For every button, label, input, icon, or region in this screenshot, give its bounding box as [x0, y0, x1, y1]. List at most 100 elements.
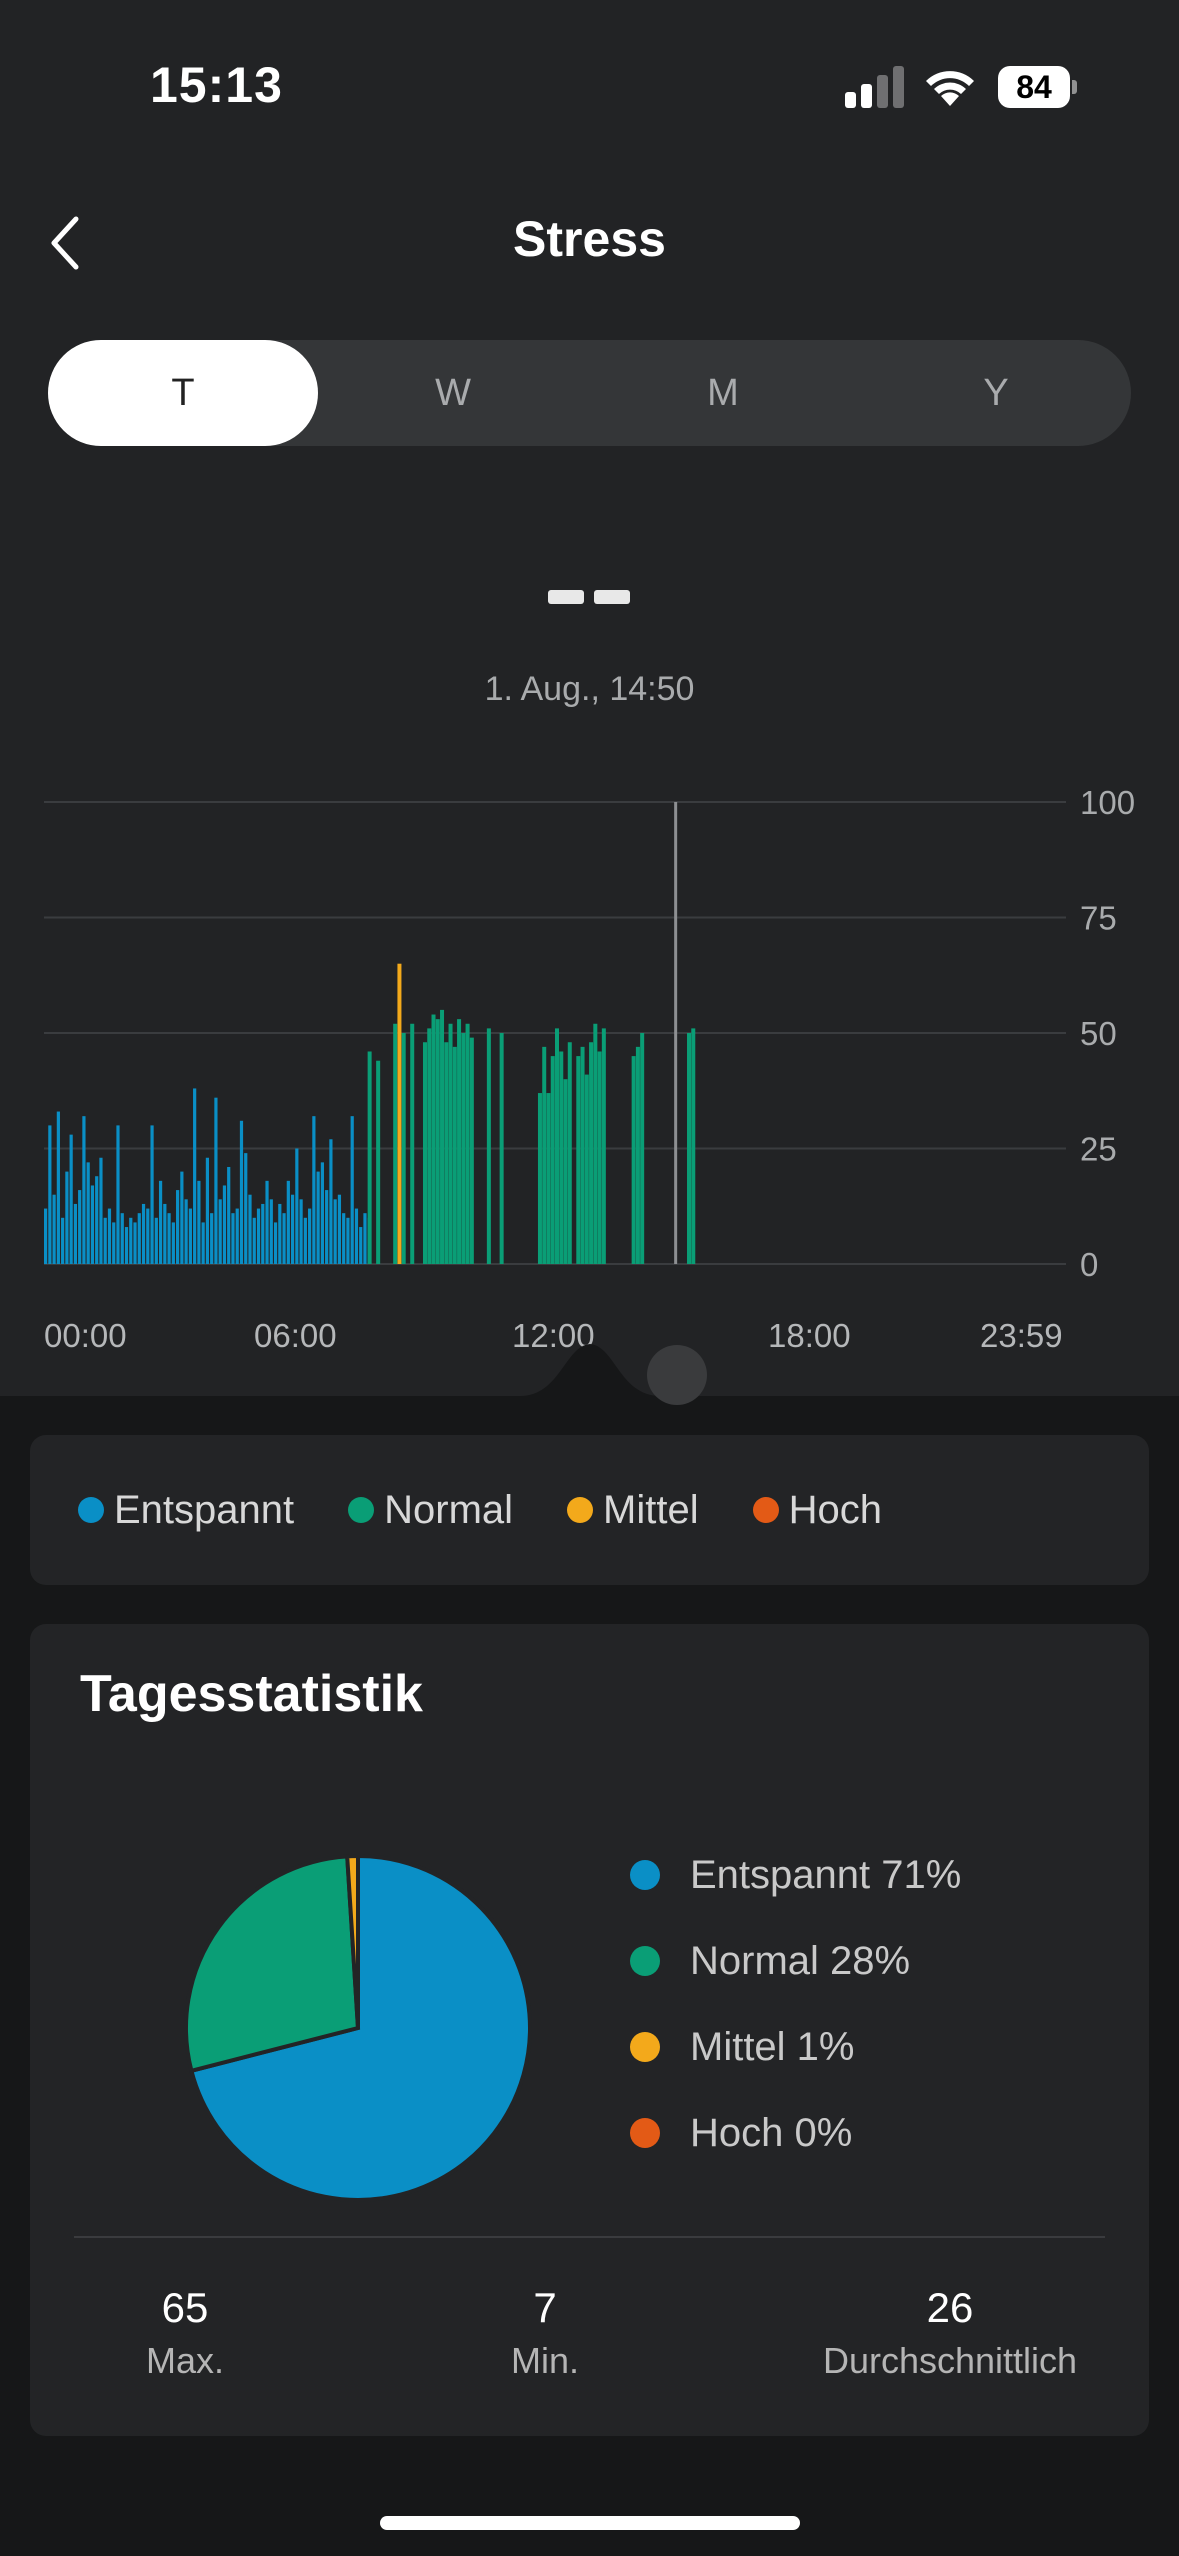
x-tick-label: 18:00	[768, 1317, 851, 1354]
tab-month[interactable]: M	[707, 372, 739, 414]
y-tick-label: 50	[1080, 1015, 1117, 1052]
stress-bar	[137, 1213, 141, 1264]
battery-level: 84	[998, 66, 1070, 108]
stress-bar	[542, 1046, 547, 1264]
stress-bar	[546, 1093, 551, 1264]
stress-bar	[469, 1037, 474, 1264]
legend-card: Entspannt Normal Mittel Hoch	[30, 1435, 1149, 1585]
stat-average: 26 Durchschnittlich	[822, 2284, 1078, 2381]
stress-bar	[235, 1208, 239, 1264]
stress-bar	[320, 1162, 324, 1264]
stress-bar	[171, 1222, 175, 1264]
dot-icon	[752, 1497, 779, 1523]
y-tick-label: 0	[1080, 1246, 1098, 1283]
dot-icon	[348, 1497, 375, 1523]
stress-bar	[193, 1088, 197, 1264]
stress-bar	[86, 1162, 90, 1264]
stress-bar	[56, 1111, 60, 1264]
stress-bar	[141, 1203, 146, 1264]
stress-bar	[576, 1056, 581, 1264]
stress-bar	[286, 1180, 290, 1264]
stress-bar	[350, 1116, 354, 1264]
back-button[interactable]	[40, 208, 90, 278]
chevron-left-icon	[51, 216, 79, 270]
stress-bar	[278, 1203, 282, 1264]
stress-bar	[601, 1028, 606, 1264]
stress-bar	[205, 1157, 210, 1264]
stress-bar	[461, 1033, 466, 1264]
stress-bar	[252, 1217, 256, 1264]
tab-day[interactable]: T	[48, 340, 318, 446]
stress-bar	[282, 1213, 286, 1264]
stress-bar	[444, 1042, 449, 1264]
stress-bar	[231, 1213, 235, 1264]
stress-bar	[248, 1194, 252, 1264]
stress-bar	[359, 1227, 363, 1264]
stress-bar	[367, 1051, 372, 1264]
stress-bar	[687, 1033, 692, 1264]
stress-bar	[201, 1222, 205, 1264]
stress-bar	[308, 1208, 312, 1264]
stat-min: 7 Min.	[510, 2284, 579, 2381]
stress-bar	[103, 1217, 107, 1264]
stress-bar	[555, 1028, 559, 1264]
stress-bar	[214, 1097, 218, 1264]
dot-icon	[630, 1860, 660, 1890]
current-stress-value	[548, 590, 630, 604]
stress-bar	[69, 1134, 73, 1264]
stress-bar	[397, 963, 402, 1264]
x-tick-label: 06:00	[254, 1317, 337, 1354]
stress-bar	[129, 1217, 133, 1264]
stress-bar	[691, 1028, 696, 1264]
stress-bar	[124, 1227, 129, 1264]
stress-bar	[431, 1014, 436, 1264]
stress-bar	[457, 1019, 462, 1264]
stats-title: Tagesstatistik	[80, 1665, 423, 1723]
dot-icon	[630, 1946, 660, 1976]
stress-bar	[440, 1009, 445, 1264]
stress-bar	[222, 1185, 227, 1264]
stress-bar	[167, 1213, 171, 1264]
stress-bar	[90, 1185, 95, 1264]
stress-bar	[410, 1023, 415, 1264]
tab-year[interactable]: Y	[983, 372, 1009, 414]
stress-bar	[146, 1208, 150, 1264]
stress-bar	[197, 1180, 201, 1264]
pie-legend: Entspannt 71% Normal 28% Mittel 1% Hoch …	[630, 1832, 961, 2176]
stress-bar	[180, 1171, 184, 1264]
wifi-icon	[926, 71, 974, 106]
stress-bar	[158, 1180, 163, 1264]
drawer-handle[interactable]	[0, 1330, 1179, 1410]
stress-pie-chart	[184, 1853, 532, 2202]
stress-bar	[631, 1056, 636, 1264]
dot-icon	[630, 2032, 660, 2062]
stress-bar	[48, 1125, 52, 1264]
stress-bar	[448, 1023, 453, 1264]
stress-bar	[163, 1203, 167, 1264]
pie-legend-mittel: Mittel 1%	[630, 2004, 961, 2090]
stress-bar	[401, 1033, 406, 1264]
stress-bar	[265, 1180, 269, 1264]
stress-bar	[99, 1157, 103, 1264]
legend-item-normal: Normal	[348, 1488, 513, 1533]
tab-week[interactable]: W	[435, 372, 471, 414]
stress-bar	[580, 1046, 585, 1264]
stress-bar	[303, 1217, 307, 1264]
stress-bar	[120, 1213, 124, 1264]
legend-item-entspannt: Entspannt	[78, 1488, 294, 1533]
stress-bar	[333, 1199, 337, 1264]
stress-bar	[363, 1213, 367, 1264]
drawer-handle-knob	[647, 1345, 707, 1405]
stress-bar	[499, 1033, 504, 1264]
pie-slice-mittel	[345, 1853, 360, 2029]
stress-bar	[133, 1222, 137, 1264]
stress-bar	[589, 1042, 594, 1264]
pie-legend-hoch: Hoch 0%	[630, 2090, 961, 2176]
stress-bar	[312, 1116, 316, 1264]
y-tick-label: 25	[1080, 1131, 1117, 1168]
stress-bar	[176, 1190, 180, 1264]
stress-bar	[597, 1051, 602, 1264]
stress-bar	[295, 1148, 299, 1264]
stress-bar	[73, 1203, 78, 1264]
